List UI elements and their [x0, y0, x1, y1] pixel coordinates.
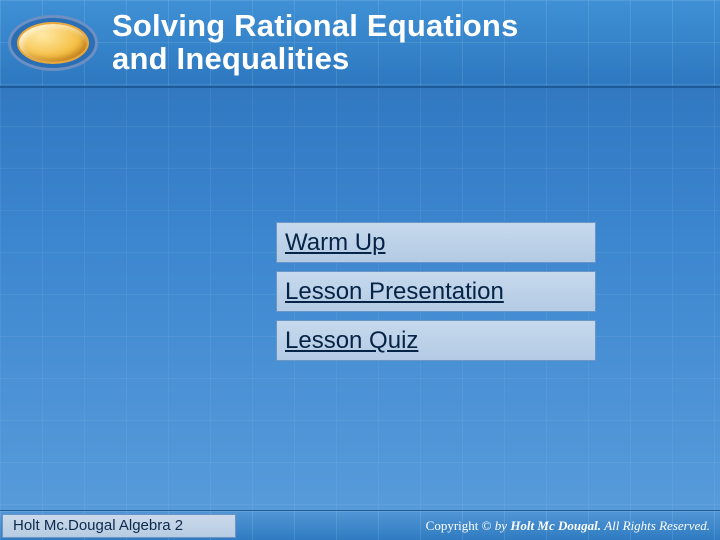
nav-item-lesson-presentation[interactable]: Lesson Presentation	[276, 271, 596, 312]
copyright-prefix: Copyright ©	[426, 518, 495, 533]
logo-oval	[8, 15, 98, 71]
oval-inner-icon	[17, 22, 89, 64]
title-line-2: and Inequalities	[112, 41, 349, 76]
nav-link-lesson-quiz[interactable]: Lesson Quiz	[285, 327, 418, 355]
footer-copyright: Copyright © by Holt Mc Dougal. All Right…	[426, 518, 720, 534]
copyright-brand: Holt Mc Dougal.	[510, 518, 604, 533]
slide-footer: Holt Mc.Dougal Algebra 2 Copyright © by …	[0, 510, 720, 540]
nav-item-warm-up[interactable]: Warm Up	[276, 222, 596, 263]
nav-item-lesson-quiz[interactable]: Lesson Quiz	[276, 320, 596, 361]
footer-book-title: Holt Mc.Dougal Algebra 2	[2, 514, 236, 538]
copyright-suffix: All Rights Reserved.	[604, 518, 710, 533]
slide-title: Solving Rational Equations and Inequalit…	[112, 9, 519, 76]
title-line-1: Solving Rational Equations	[112, 8, 519, 43]
nav-link-lesson-presentation[interactable]: Lesson Presentation	[285, 278, 504, 306]
slide-header: Solving Rational Equations and Inequalit…	[0, 0, 720, 88]
slide: Solving Rational Equations and Inequalit…	[0, 0, 720, 540]
nav-list: Warm Up Lesson Presentation Lesson Quiz	[276, 222, 596, 369]
nav-link-warm-up[interactable]: Warm Up	[285, 229, 385, 257]
copyright-by: by	[495, 518, 511, 533]
